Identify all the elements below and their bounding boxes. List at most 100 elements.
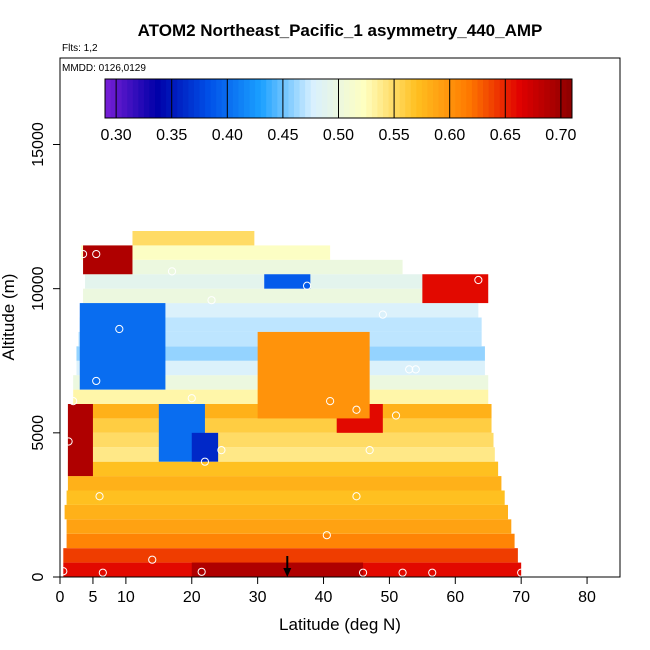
marker-head	[283, 568, 292, 577]
colorbar-swatch	[332, 79, 339, 118]
x-tick-label: 80	[578, 589, 596, 606]
colorbar-swatch	[116, 79, 123, 118]
colorbar-swatch	[121, 79, 128, 118]
colorbar-swatch	[516, 79, 523, 118]
colorbar-swatch	[277, 79, 284, 118]
colorbar-swatch	[527, 79, 534, 118]
heatmap-layer	[67, 461, 499, 477]
x-tick-label: 50	[381, 589, 399, 606]
colorbar-swatch	[216, 79, 223, 118]
sample-point	[167, 267, 177, 276]
colorbar-swatch	[455, 79, 462, 118]
sample-point	[365, 446, 374, 455]
sample-point	[69, 397, 78, 406]
sample-point	[187, 394, 196, 403]
colorbar-swatch	[338, 79, 345, 118]
colorbar-swatch	[143, 79, 150, 118]
sample-point	[148, 555, 157, 564]
colorbar-swatch	[232, 79, 239, 118]
x-tick-label: 60	[446, 589, 464, 606]
colorbar-swatch	[171, 79, 178, 118]
colorbar-swatch	[416, 79, 423, 118]
heatmap-layer	[67, 447, 495, 462]
colorbar-swatch	[288, 79, 295, 118]
colorbar-swatch	[394, 79, 401, 118]
sample-point	[207, 296, 216, 305]
colorbar-swatch	[166, 79, 173, 118]
sample-point	[398, 568, 407, 577]
colorbar-swatch	[460, 79, 467, 118]
colorbar-swatch	[566, 79, 573, 118]
heatmap-layer	[63, 548, 518, 563]
colorbar-swatch	[132, 79, 139, 118]
y-axis: 0 5000 10000 15000	[30, 122, 60, 581]
colorbar-swatch	[299, 79, 306, 118]
colorbar-swatch	[260, 79, 267, 118]
colorbar-swatch	[310, 79, 317, 118]
colorbar-swatch	[427, 79, 434, 118]
colorbar-swatch	[505, 79, 512, 118]
sample-point	[92, 376, 101, 386]
sample-point	[95, 492, 104, 501]
colorbar-swatch	[382, 79, 390, 118]
colorbar-swatch	[438, 79, 445, 118]
colorbar-swatch	[249, 79, 256, 118]
sample-point	[98, 568, 107, 577]
colorbar-swatch	[266, 79, 273, 118]
latitude-marker	[283, 556, 292, 577]
colorbar-swatch	[471, 79, 478, 118]
heatmap-layer	[79, 317, 482, 332]
colorbar-swatch	[388, 79, 395, 118]
heatmap-region	[83, 245, 133, 275]
colorbar-swatch	[188, 79, 195, 118]
colorbar-swatch	[366, 79, 373, 118]
dates-label: MMDD: 0126,0129	[62, 63, 146, 74]
heatmap-region	[264, 274, 311, 289]
colorbar-swatch	[410, 79, 417, 118]
sample-point	[411, 365, 420, 374]
sample-point	[474, 275, 483, 285]
colorbar-swatch	[510, 79, 517, 118]
sample-point	[302, 281, 312, 290]
flights-label: Flts: 1,2	[62, 43, 98, 54]
colorbar-swatch	[449, 79, 456, 118]
sample-point	[358, 568, 368, 577]
colorbar-swatch	[193, 79, 201, 118]
colorbar-swatch	[316, 79, 323, 118]
x-tick-label: 5	[88, 589, 97, 606]
colorbar-swatch	[294, 79, 301, 118]
sample-point	[428, 568, 437, 577]
colorbar-tick-label: 0.50	[323, 127, 354, 144]
colorbar-swatch	[255, 79, 262, 118]
colorbar-swatch	[243, 79, 251, 118]
colorbar-swatch	[177, 79, 184, 118]
colorbar-swatch	[405, 79, 412, 118]
heatmap-layer	[67, 432, 494, 448]
colorbar-swatch	[433, 79, 440, 118]
heatmap-region	[257, 331, 370, 419]
x-tick-label: 0	[56, 589, 65, 606]
x-axis: 0 5 10 20 30 40 50 60 70 80	[56, 577, 596, 606]
x-tick-label: 70	[512, 589, 530, 606]
colorbar-swatch	[321, 79, 328, 118]
sample-point	[378, 310, 387, 319]
colorbar-swatch	[227, 79, 234, 118]
colorbar-swatch	[327, 79, 334, 118]
colorbar-swatch	[205, 79, 212, 118]
x-tick-label: 20	[183, 589, 201, 606]
sample-point	[322, 531, 331, 540]
x-axis-label: Latitude (deg N)	[279, 615, 401, 634]
heatmap-layer	[83, 259, 403, 275]
colorbar-tick-label: 0.65	[490, 127, 521, 144]
colorbar-swatch	[421, 79, 428, 118]
colorbar-tick-label: 0.55	[379, 127, 410, 144]
colorbar-swatch	[149, 79, 156, 118]
colorbar-swatch	[355, 79, 362, 118]
colorbar-swatch	[494, 79, 501, 118]
colorbar-swatch	[444, 79, 451, 118]
colorbar-swatch	[105, 79, 112, 118]
x-tick-label: 40	[315, 589, 333, 606]
heatmap-layer	[132, 231, 255, 246]
x-tick-label: 30	[249, 589, 267, 606]
